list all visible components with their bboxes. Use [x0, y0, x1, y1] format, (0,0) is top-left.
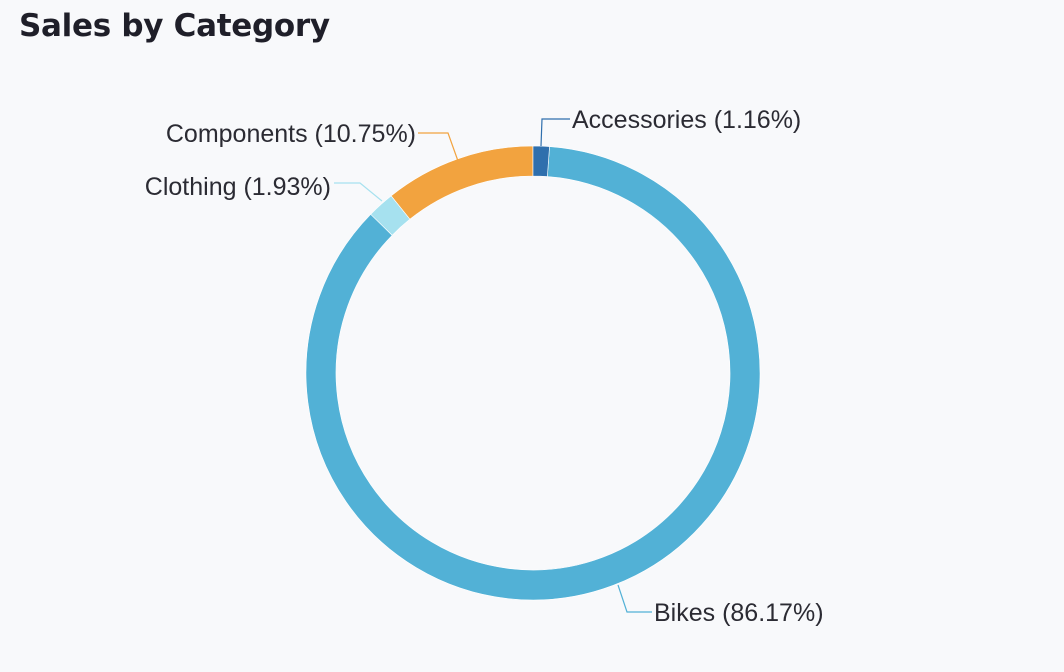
slice-clothing[interactable] — [370, 195, 411, 236]
leader-line-accessories — [540, 118, 570, 147]
slice-bikes[interactable] — [305, 146, 761, 601]
chart-title: Sales by Category — [19, 8, 330, 44]
slice-components[interactable] — [390, 145, 534, 220]
leader-line-clothing — [334, 182, 383, 202]
slice-label-clothing: Clothing (1.93%) — [145, 173, 331, 201]
leader-line-bikes — [617, 584, 652, 613]
leader-line-components — [418, 132, 459, 162]
slice-label-components: Components (10.75%) — [166, 120, 416, 148]
slice-label-bikes: Bikes (86.17%) — [654, 599, 824, 627]
slice-label-accessories: Accessories (1.16%) — [572, 106, 801, 134]
slice-accessories[interactable] — [532, 145, 550, 177]
